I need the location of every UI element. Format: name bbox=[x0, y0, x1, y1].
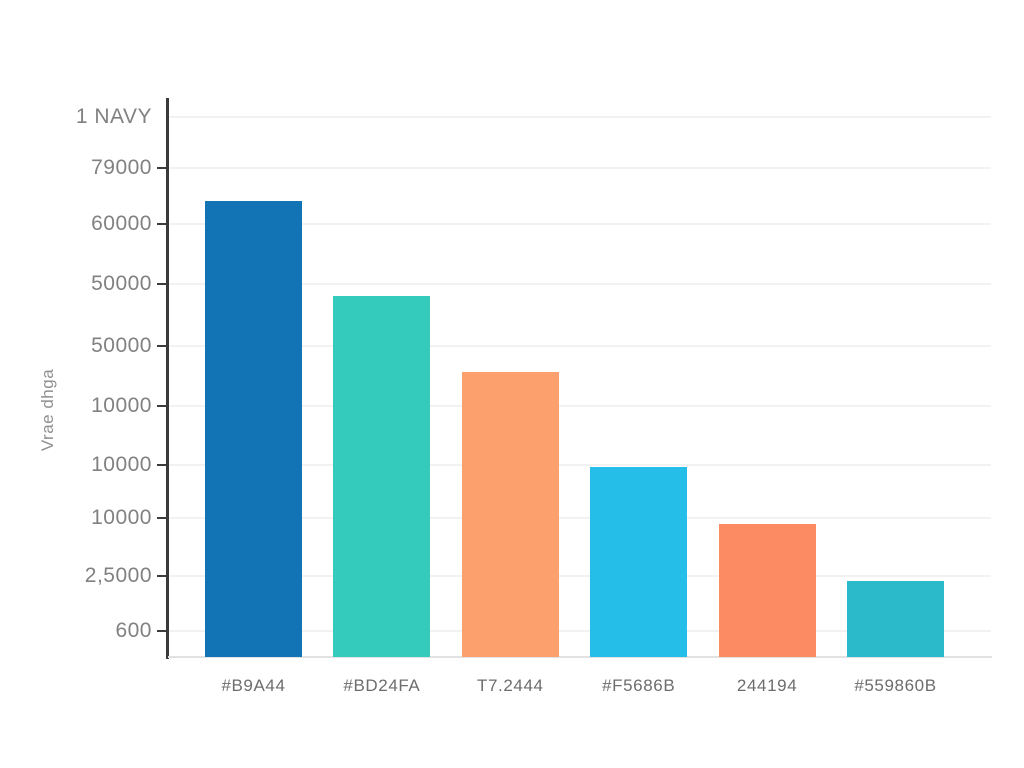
y-axis-tick-label: 50000 bbox=[91, 333, 152, 357]
y-axis-tick bbox=[157, 344, 167, 347]
gridline bbox=[169, 404, 991, 407]
gridline bbox=[169, 283, 991, 286]
bar-5 bbox=[718, 524, 816, 657]
gridline bbox=[169, 464, 991, 467]
y-axis-tick-label: 1 NAVY bbox=[75, 105, 152, 129]
y-axis-tick-label: 10000 bbox=[91, 453, 152, 477]
y-axis-tick bbox=[157, 283, 167, 286]
gridline bbox=[169, 223, 991, 226]
y-axis-tick-label: 600 bbox=[115, 618, 152, 642]
x-axis-category-label: 244194 bbox=[736, 676, 798, 695]
y-axis-tick bbox=[157, 516, 167, 519]
y-axis-tick-label: 79000 bbox=[91, 155, 152, 179]
gridline bbox=[169, 166, 991, 169]
x-axis-category-label: #559860B bbox=[854, 676, 937, 695]
y-axis-tick bbox=[157, 629, 167, 632]
x-axis-category-label: #B9A44 bbox=[221, 676, 286, 695]
y-axis-tick bbox=[157, 166, 167, 169]
bar-3 bbox=[461, 372, 559, 657]
y-axis-tick bbox=[157, 574, 167, 577]
y-axis-tick-label: 10000 bbox=[91, 505, 152, 529]
gridline bbox=[169, 344, 991, 347]
bar-6 bbox=[847, 581, 944, 657]
y-axis-tick bbox=[157, 223, 167, 226]
gridline bbox=[169, 116, 991, 119]
y-axis-tick bbox=[157, 404, 167, 407]
x-axis-category-label: #F5686B bbox=[602, 676, 676, 695]
bar-1 bbox=[205, 201, 302, 657]
y-axis-tick-label: 60000 bbox=[91, 212, 152, 236]
y-axis-tick bbox=[157, 464, 167, 467]
x-axis-line bbox=[168, 656, 992, 658]
x-axis-category-label: #BD24FA bbox=[343, 676, 421, 695]
x-axis-category-label: T7.2444 bbox=[477, 676, 544, 695]
bar-2 bbox=[333, 296, 431, 657]
y-axis-line bbox=[166, 98, 169, 659]
bar-4 bbox=[590, 467, 688, 657]
y-axis-tick-label: 2,5000 bbox=[84, 563, 152, 587]
y-axis-tick-label: 50000 bbox=[91, 272, 152, 296]
gridline bbox=[169, 574, 991, 577]
y-axis-tick-label: 10000 bbox=[91, 393, 152, 417]
gridline bbox=[169, 516, 991, 519]
gridline bbox=[169, 629, 991, 632]
